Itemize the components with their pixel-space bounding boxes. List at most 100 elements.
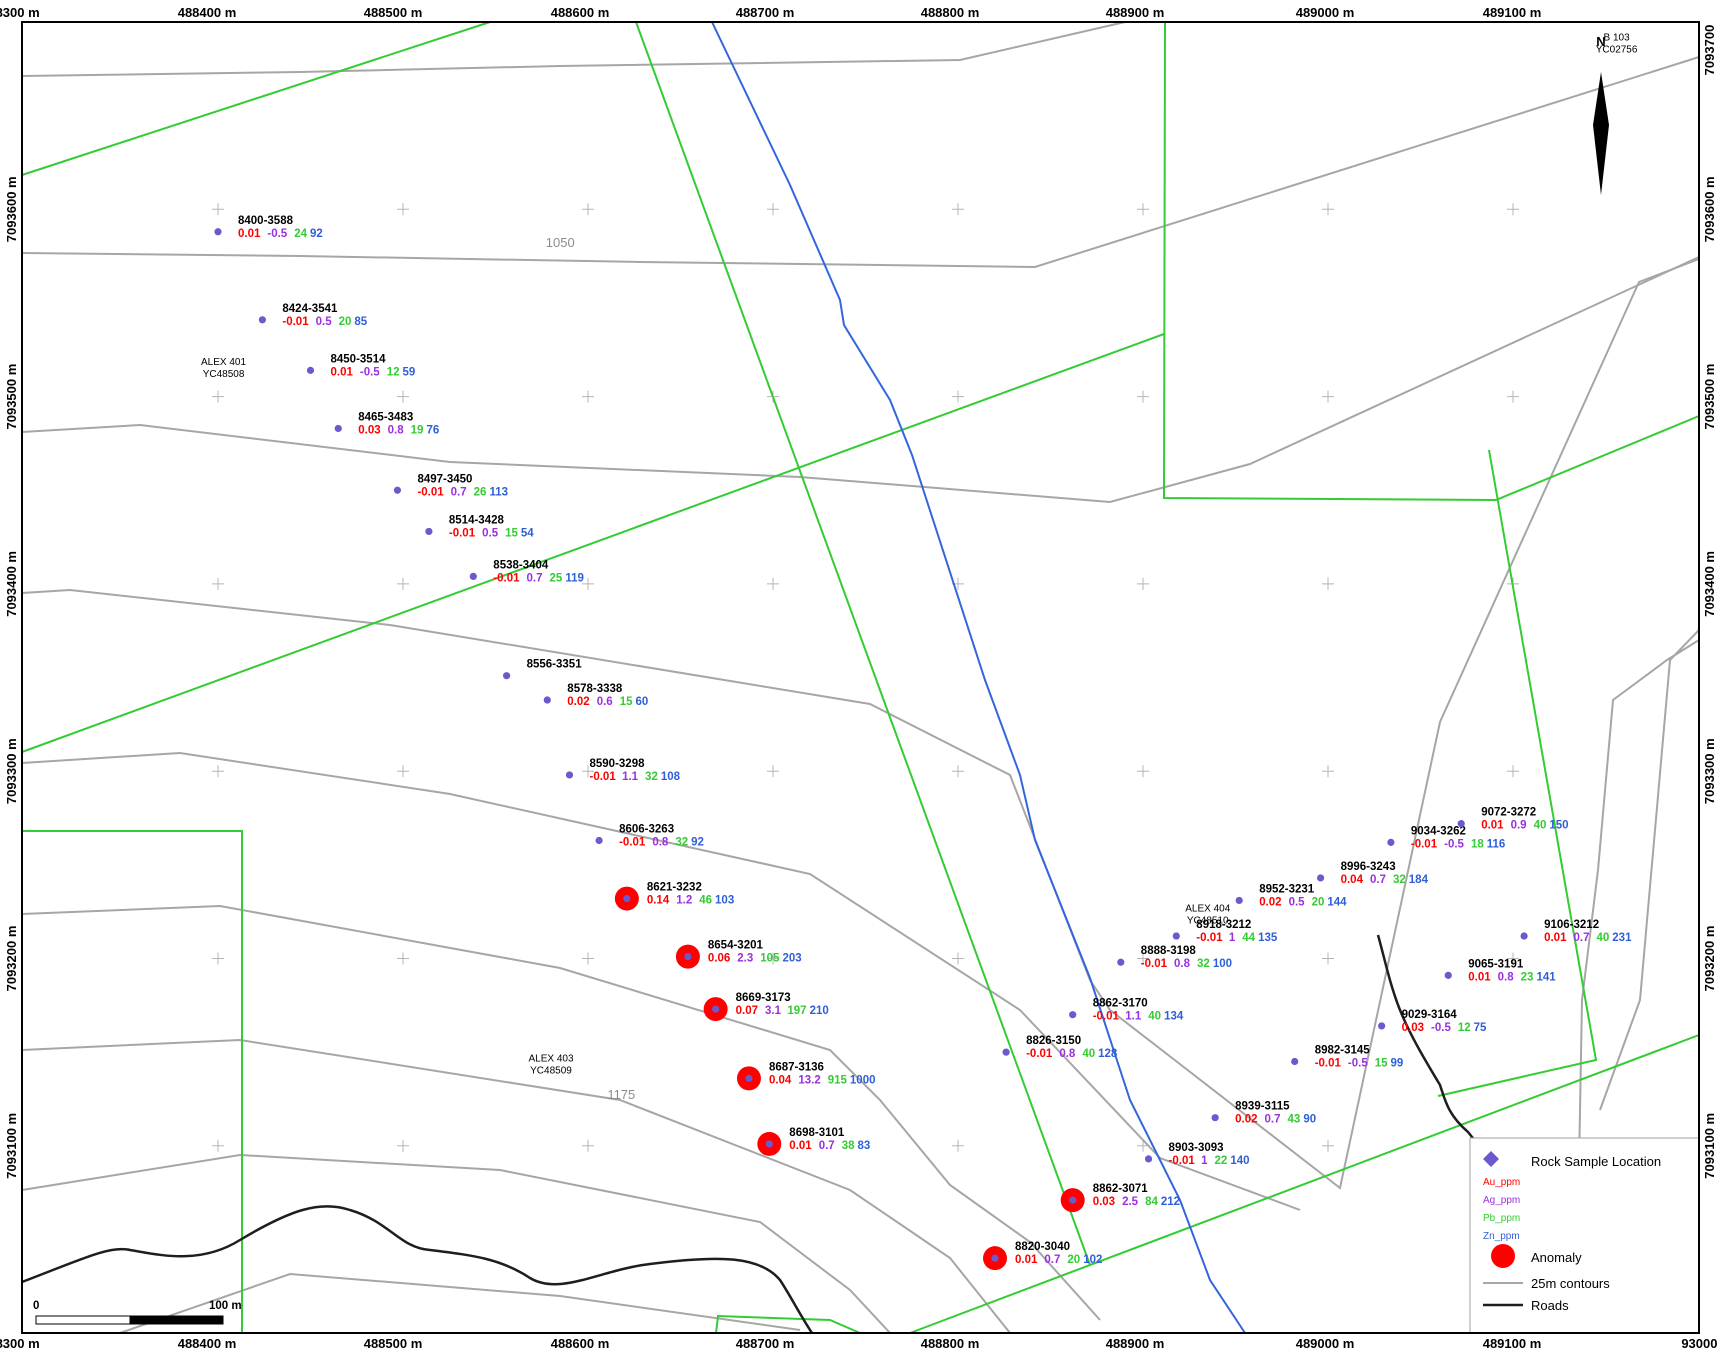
legend-anomaly: Anomaly bbox=[1531, 1250, 1582, 1265]
sample-values: 0.01 0.9 40 150 bbox=[1481, 820, 1568, 832]
sample-point bbox=[1291, 1057, 1299, 1066]
y-tick-label-left: 7093300 m bbox=[4, 738, 19, 804]
road bbox=[21, 1205, 814, 1334]
ag-value: 1 bbox=[1201, 1155, 1208, 1167]
legend-au: Au_ppm bbox=[1483, 1177, 1520, 1188]
ag-value: -0.5 bbox=[267, 228, 287, 240]
sample-8826-3150: 8826-3150-0.01 0.8 40 128 bbox=[1002, 1035, 1118, 1060]
y-tick-label-left: 7093500 m bbox=[4, 364, 19, 430]
zn-value: 113 bbox=[489, 486, 508, 498]
sample-values: 0.02 0.6 15 60 bbox=[567, 696, 648, 708]
zn-value: 212 bbox=[1161, 1196, 1180, 1208]
sample-values: 0.14 1.2 46 103 bbox=[647, 895, 734, 907]
au-value: 0.03 bbox=[358, 424, 380, 436]
ag-value: 0.7 bbox=[527, 572, 543, 584]
sample-point bbox=[214, 228, 222, 236]
sample-8424-3541: 8424-3541-0.01 0.5 20 85 bbox=[258, 303, 368, 328]
coordinate-labels: 38300 m 488400 m 488500 m 488600 m 488700 m 4… bbox=[0, 5, 1721, 1351]
sample-point bbox=[1002, 1048, 1010, 1056]
ag-value: 2.5 bbox=[1122, 1196, 1139, 1208]
sample-values: -0.01 0.5 15 54 bbox=[449, 527, 534, 539]
claim-boundaries bbox=[21, 21, 1700, 1334]
grid-cross bbox=[582, 203, 594, 216]
pb-value: 19 bbox=[411, 424, 424, 436]
sample-values: 0.01 0.8 23 141 bbox=[1468, 971, 1556, 983]
sample-id: 8888-3198 bbox=[1141, 945, 1197, 957]
grid-cross bbox=[397, 952, 409, 965]
sample-id: 8826-3150 bbox=[1026, 1035, 1081, 1047]
sample-id: 8820-3040 bbox=[1015, 1241, 1070, 1253]
legend-pb: Pb_ppm bbox=[1483, 1213, 1520, 1224]
pb-value: 197 bbox=[787, 1005, 806, 1017]
sample-point bbox=[595, 836, 603, 845]
ag-value: 0.7 bbox=[451, 486, 467, 498]
zn-value: 140 bbox=[1230, 1155, 1249, 1167]
grid-cross bbox=[1507, 952, 1519, 965]
sample-point bbox=[1378, 1022, 1386, 1030]
grid-cross bbox=[1322, 952, 1334, 965]
zn-value: 128 bbox=[1098, 1048, 1118, 1060]
au-value: 0.01 bbox=[1544, 932, 1567, 944]
au-value: -0.01 bbox=[1141, 958, 1168, 970]
x-tick-label-top: 488500 m bbox=[364, 5, 423, 20]
grid-cross bbox=[1137, 952, 1149, 965]
pb-value: 32 bbox=[675, 837, 688, 849]
y-tick-label-left: 7093400 m bbox=[4, 551, 19, 617]
sample-point bbox=[1069, 1011, 1077, 1019]
sample-values: 0.02 0.7 43 90 bbox=[1235, 1114, 1316, 1126]
contour-line bbox=[21, 21, 1126, 77]
sample-id: 8538-3404 bbox=[493, 559, 549, 571]
ag-value: 0.6 bbox=[597, 696, 613, 708]
zn-value: 119 bbox=[565, 572, 584, 584]
claim-number: YC48510 bbox=[1187, 916, 1229, 927]
sample-point bbox=[1520, 932, 1528, 940]
sample-values: -0.01 -0.5 18 116 bbox=[1411, 838, 1505, 850]
zn-value: 76 bbox=[426, 424, 439, 436]
zn-value: 116 bbox=[1487, 838, 1506, 850]
zn-value: 100 bbox=[1213, 958, 1232, 970]
grid-cross bbox=[1322, 765, 1334, 778]
y-tick-label-right: 7093100 m bbox=[1702, 1113, 1717, 1179]
sample-8888-3198: 8888-3198-0.01 0.8 32 100 bbox=[1117, 945, 1232, 970]
ag-value: 0.9 bbox=[1511, 820, 1527, 832]
sample-id: 8606-3263 bbox=[619, 824, 674, 836]
sample-point bbox=[1117, 958, 1125, 966]
pb-value: 25 bbox=[550, 572, 563, 584]
sample-point bbox=[1317, 874, 1325, 882]
sample-id: 8400-3588 bbox=[238, 215, 294, 227]
creek bbox=[711, 21, 1246, 1334]
x-tick-label-bottom: 489000 m bbox=[1296, 1336, 1355, 1351]
zn-value: 59 bbox=[403, 366, 416, 378]
sample-point bbox=[1069, 1196, 1077, 1204]
zn-value: 150 bbox=[1549, 820, 1568, 832]
sample-id: 8687-3136 bbox=[769, 1061, 824, 1073]
au-value: 0.01 bbox=[1015, 1254, 1038, 1266]
sample-values: -0.01 0.5 20 85 bbox=[282, 316, 367, 328]
au-value: -0.01 bbox=[493, 572, 520, 584]
sample-point bbox=[503, 672, 511, 680]
x-tick-label-bottom: 488600 m bbox=[551, 1336, 610, 1351]
contour-line bbox=[119, 1272, 801, 1334]
grid-cross bbox=[582, 577, 594, 590]
claim-number: YC48508 bbox=[203, 369, 245, 380]
grid-cross bbox=[1322, 203, 1334, 216]
grid-cross bbox=[582, 765, 594, 778]
pb-value: 18 bbox=[1471, 838, 1484, 850]
sample-8538-3404: 8538-3404-0.01 0.7 25 119 bbox=[469, 559, 584, 584]
sample-point bbox=[1387, 838, 1395, 846]
contour-lines bbox=[21, 21, 1700, 1334]
pb-value: 915 bbox=[828, 1074, 848, 1086]
au-value: -0.01 bbox=[1026, 1048, 1053, 1060]
pb-value: 38 bbox=[842, 1140, 855, 1152]
grid-cross bbox=[952, 1139, 964, 1152]
au-value: 0.02 bbox=[1235, 1114, 1257, 1126]
au-value: 0.04 bbox=[769, 1074, 792, 1086]
zn-value: 83 bbox=[857, 1140, 870, 1152]
north-label: N bbox=[1596, 34, 1605, 49]
ag-value: 0.7 bbox=[1265, 1114, 1281, 1126]
sample-8862-3170: 8862-3170-0.01 1.1 40 134 bbox=[1069, 998, 1184, 1023]
ag-value: 0.8 bbox=[652, 837, 669, 849]
